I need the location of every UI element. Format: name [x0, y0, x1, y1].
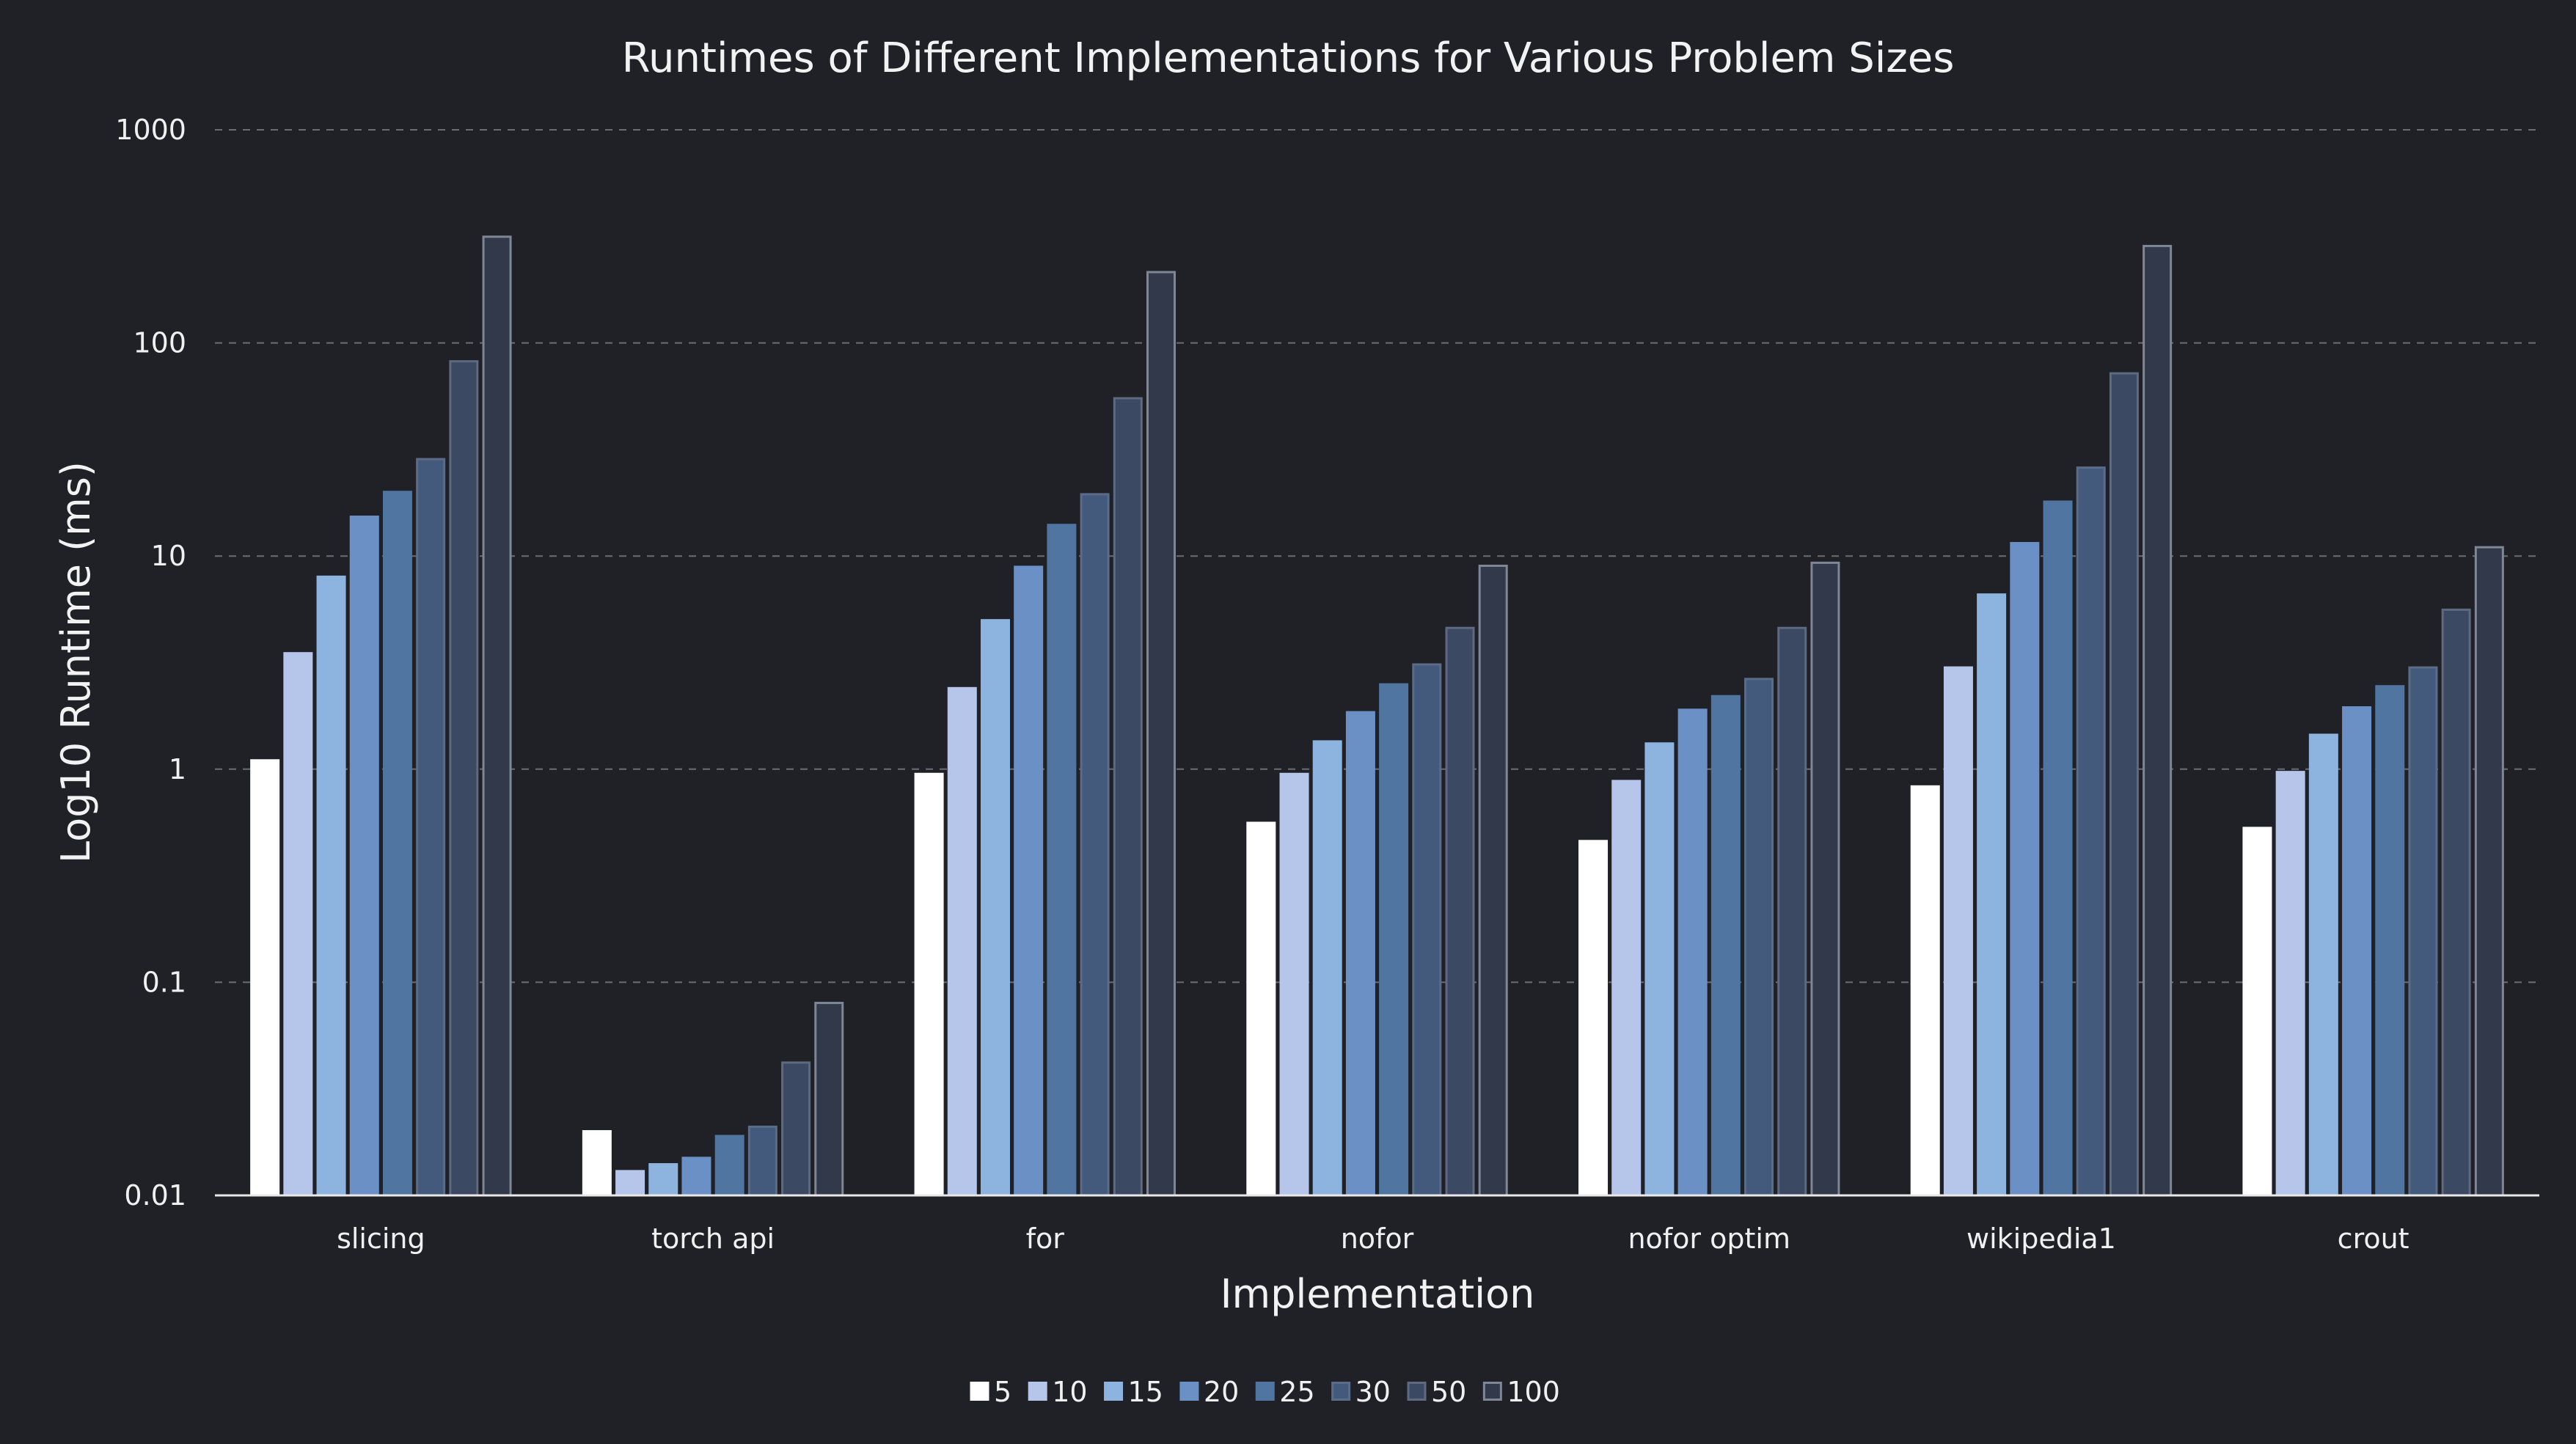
- legend-swatch: [1331, 1382, 1351, 1401]
- bar-nofor-15: [1312, 740, 1342, 1197]
- bar-for-5: [914, 772, 944, 1197]
- bar-for-10: [947, 686, 977, 1197]
- legend-label: 10: [1052, 1376, 1087, 1408]
- legend-swatch: [1179, 1382, 1199, 1401]
- y-tick-label: 0.01: [124, 1179, 186, 1212]
- bar-crout-30: [2408, 666, 2438, 1197]
- legend-label: 15: [1128, 1376, 1163, 1408]
- legend-label: 5: [994, 1376, 1011, 1408]
- bar-wikipedia1-10: [1943, 666, 1973, 1197]
- x-axis-ticks: slicing torch api for nofor nofor optim wikip…: [337, 1223, 2409, 1255]
- legend-label: 100: [1507, 1376, 1560, 1408]
- x-tick-label: crout: [2338, 1223, 2409, 1255]
- bar-nofor-optim-15: [1644, 742, 1675, 1197]
- y-tick-label: 0.1: [142, 966, 186, 998]
- legend-label: 50: [1431, 1376, 1466, 1408]
- bar-nofor-optim-5: [1578, 840, 1609, 1197]
- y-tick-label: 10: [151, 540, 186, 572]
- chart-title: Runtimes of Different Implementations fo…: [622, 34, 1955, 82]
- bar-torch-api-100: [814, 1002, 844, 1197]
- legend-swatch: [1104, 1382, 1124, 1401]
- x-tick-label: wikipedia1: [1966, 1223, 2116, 1255]
- bar-nofor-optim-100: [1810, 561, 1840, 1197]
- bar-slicing-5: [250, 759, 280, 1197]
- bar-for-100: [1146, 271, 1176, 1197]
- bar-for-25: [1047, 524, 1077, 1197]
- legend-swatch: [970, 1382, 989, 1401]
- bar-nofor-100: [1478, 564, 1508, 1197]
- y-tick-label: 1: [169, 753, 186, 785]
- bar-torch-api-15: [648, 1163, 678, 1197]
- bars: [250, 235, 2504, 1197]
- bar-slicing-50: [449, 360, 479, 1197]
- bar-torch-api-50: [781, 1061, 811, 1197]
- grid-lines: [215, 129, 2539, 983]
- x-tick-label: torch api: [651, 1223, 775, 1255]
- bar-wikipedia1-50: [2109, 372, 2139, 1197]
- bar-crout-50: [2441, 608, 2471, 1197]
- bar-wikipedia1-15: [1977, 593, 2007, 1197]
- bar-crout-100: [2474, 546, 2504, 1197]
- bar-slicing-10: [283, 652, 313, 1197]
- bar-nofor-20: [1345, 711, 1375, 1197]
- y-tick-label: 1000: [115, 114, 186, 146]
- bar-wikipedia1-30: [2076, 466, 2106, 1197]
- bar-nofor-optim-25: [1710, 694, 1741, 1197]
- bar-wikipedia1-5: [1910, 785, 1940, 1197]
- bar-slicing-30: [416, 458, 446, 1197]
- bar-nofor-5: [1246, 821, 1276, 1197]
- bar-crout-5: [2242, 827, 2272, 1197]
- y-axis-title: Log10 Runtime (ms): [53, 461, 99, 863]
- x-axis-title: Implementation: [1221, 1271, 1535, 1317]
- bar-slicing-15: [316, 575, 346, 1197]
- y-axis-ticks: 0.01 0.1 1 10 100 1000: [115, 114, 186, 1212]
- x-tick-label: for: [1026, 1223, 1065, 1255]
- bar-for-15: [980, 619, 1010, 1197]
- bar-nofor-optim-30: [1744, 678, 1774, 1197]
- bar-nofor-10: [1279, 772, 1309, 1197]
- bar-torch-api-10: [615, 1170, 645, 1197]
- x-tick-label: nofor optim: [1628, 1223, 1790, 1255]
- legend-swatch: [1482, 1382, 1502, 1401]
- x-tick-label: slicing: [337, 1223, 425, 1255]
- bar-nofor-optim-10: [1611, 780, 1642, 1197]
- bar-slicing-20: [349, 516, 379, 1197]
- bar-for-30: [1080, 493, 1110, 1197]
- x-tick-label: nofor: [1341, 1223, 1414, 1255]
- bar-wikipedia1-20: [2010, 542, 2040, 1197]
- bar-torch-api-25: [714, 1135, 744, 1197]
- legend-swatch: [1407, 1382, 1427, 1401]
- bar-crout-25: [2375, 685, 2405, 1197]
- bar-crout-15: [2308, 733, 2338, 1197]
- legend-label: 25: [1279, 1376, 1314, 1408]
- bar-torch-api-30: [747, 1125, 777, 1197]
- bar-for-20: [1014, 565, 1044, 1197]
- bar-torch-api-5: [582, 1130, 612, 1197]
- legend-label: 20: [1204, 1376, 1239, 1408]
- bar-wikipedia1-100: [2143, 244, 2173, 1197]
- legend: 5 10 15 20 25 30 50 100: [970, 1376, 1560, 1408]
- bar-slicing-100: [482, 235, 512, 1197]
- bar-crout-10: [2275, 771, 2305, 1197]
- bar-nofor-25: [1379, 683, 1409, 1197]
- bar-nofor-50: [1445, 626, 1475, 1197]
- bar-for-50: [1113, 397, 1143, 1197]
- bar-torch-api-20: [681, 1157, 711, 1197]
- y-tick-label: 100: [133, 327, 186, 359]
- legend-label: 30: [1355, 1376, 1391, 1408]
- bar-nofor-optim-20: [1677, 708, 1708, 1197]
- bar-crout-20: [2342, 706, 2372, 1197]
- legend-swatch: [1028, 1382, 1047, 1401]
- bar-nofor-30: [1412, 663, 1442, 1197]
- bar-wikipedia1-25: [2043, 500, 2073, 1197]
- bar-nofor-optim-50: [1777, 626, 1807, 1197]
- bar-slicing-25: [382, 491, 412, 1197]
- legend-swatch: [1255, 1382, 1275, 1401]
